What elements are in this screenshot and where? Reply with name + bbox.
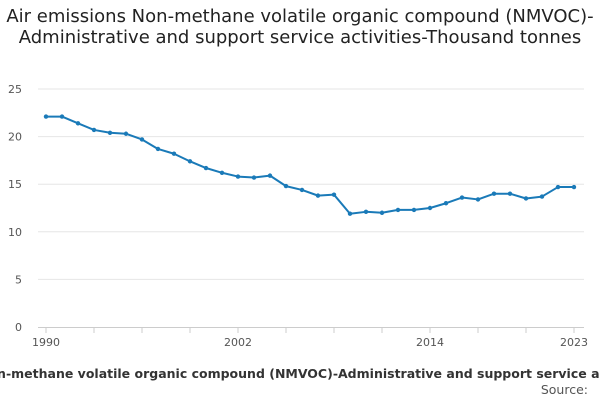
data-point[interactable] [75, 121, 81, 126]
series [43, 114, 577, 216]
data-point[interactable] [123, 131, 129, 136]
x-tick-label: 1990 [32, 336, 60, 349]
data-point[interactable] [395, 207, 401, 213]
data-point[interactable] [459, 195, 465, 200]
data-point[interactable] [187, 159, 193, 164]
data-point[interactable] [171, 151, 177, 156]
y-tick-label: 5 [15, 273, 22, 286]
y-tick-label: 25 [8, 83, 22, 96]
data-point[interactable] [155, 146, 161, 152]
y-tick-label: 20 [8, 131, 22, 144]
x-tick-label: 2002 [224, 336, 252, 349]
data-point[interactable] [363, 209, 369, 215]
data-point[interactable] [539, 194, 545, 199]
y-tick-label: 15 [8, 178, 22, 191]
data-point[interactable] [315, 193, 321, 198]
data-point[interactable] [283, 183, 289, 189]
data-point[interactable] [379, 210, 385, 215]
y-tick-label: 0 [15, 321, 22, 334]
data-point[interactable] [235, 174, 241, 179]
data-point[interactable] [203, 165, 209, 171]
data-point[interactable] [331, 192, 337, 197]
data-point[interactable] [59, 114, 65, 119]
y-axis-ticks: 0 5 10 15 20 25 [8, 83, 22, 334]
data-point[interactable] [475, 197, 481, 202]
data-point[interactable] [443, 201, 449, 206]
y-tick-label: 10 [8, 226, 22, 239]
series-line [46, 115, 574, 215]
data-point[interactable] [347, 211, 353, 216]
data-point[interactable] [555, 184, 561, 190]
grid-lines [38, 88, 584, 280]
x-axis-ticks: 1990 2002 2014 2023 [32, 327, 588, 349]
chart-title: Air emissions Non-methane volatile organ… [6, 6, 594, 48]
x-tick-label: 2023 [560, 336, 588, 349]
data-point[interactable] [107, 130, 113, 135]
data-point[interactable] [523, 196, 529, 201]
data-point[interactable] [267, 173, 273, 178]
x-tick-label: 2014 [416, 336, 444, 349]
source-label: Source: [540, 382, 588, 397]
data-point[interactable] [571, 184, 577, 190]
data-point[interactable] [427, 205, 433, 211]
data-point[interactable] [139, 137, 145, 142]
data-point[interactable] [299, 187, 305, 193]
data-point[interactable] [507, 191, 513, 196]
data-point[interactable] [251, 175, 257, 180]
data-point[interactable] [219, 170, 225, 175]
data-point[interactable] [91, 127, 97, 133]
data-point[interactable] [491, 191, 497, 196]
data-point[interactable] [43, 114, 49, 119]
legend-series-name[interactable]: Non-methane volatile organic compound (N… [0, 366, 600, 381]
data-point[interactable] [411, 207, 417, 213]
